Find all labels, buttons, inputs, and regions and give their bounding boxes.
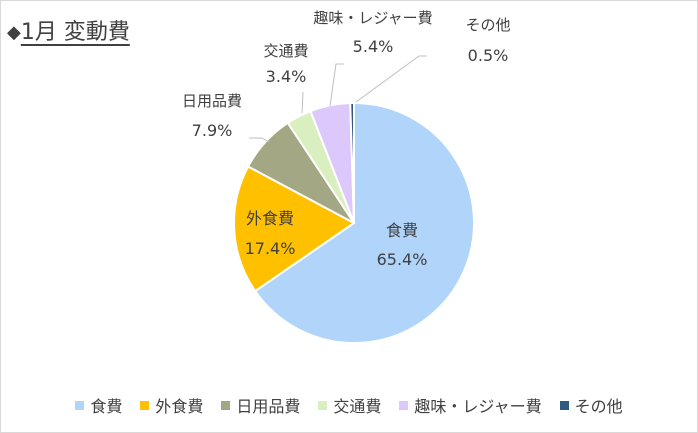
- legend-label-5: 趣味・レジャー費: [414, 397, 542, 416]
- legend-item-5: 趣味・レジャー費: [399, 393, 542, 417]
- title-diamond-marker: ◆: [7, 22, 21, 43]
- legend-swatch-6: [559, 400, 569, 410]
- legend-item-6: その他: [559, 393, 623, 417]
- pie-slice-1: [253, 101, 476, 344]
- legend-label-2: 外食費: [155, 397, 204, 416]
- legend-item-4: 交通費: [318, 393, 381, 417]
- leader-line-4: [301, 91, 304, 114]
- leader-line-3: [249, 137, 270, 143]
- data-label-name-6: その他: [465, 16, 510, 34]
- legend-item-3: 日用品費: [221, 393, 300, 417]
- leader-line-5: [329, 63, 344, 107]
- legend-swatch-2: [140, 400, 150, 410]
- data-label-name-2: 外食費: [246, 209, 294, 228]
- data-label-value-4: 3.4%: [266, 67, 307, 86]
- data-label-name-4: 交通費: [263, 42, 308, 60]
- legend-label-3: 日用品費: [236, 397, 301, 416]
- data-label-value-1: 65.4%: [377, 250, 428, 269]
- chart-title: ◆1月 変動費: [7, 14, 130, 46]
- legend-item-2: 外食費: [140, 393, 203, 417]
- data-label-value-3: 7.9%: [192, 121, 233, 140]
- title-text: 1月 変動費: [20, 20, 130, 45]
- legend-label-6: その他: [574, 397, 623, 416]
- data-label-name-3: 日用品費: [182, 92, 242, 110]
- data-labels: 食費 65.4% 外食費 17.4% 日用品費 7.9% 交通費 3.4% 趣味・レジャー費 5.…: [182, 9, 511, 269]
- data-label-value-2: 17.4%: [245, 239, 296, 258]
- legend-swatch-5: [399, 400, 409, 410]
- legend-item-1: 食費: [75, 393, 122, 417]
- pie-slice-2: [233, 165, 356, 293]
- legend-swatch-1: [75, 400, 85, 410]
- legend-swatch-3: [221, 400, 231, 410]
- legend-label-4: 交通費: [333, 397, 382, 416]
- legend-swatch-4: [318, 400, 328, 410]
- data-label-value-5: 5.4%: [353, 37, 394, 56]
- leader-lines: [249, 55, 427, 143]
- data-label-name-5: 趣味・レジャー費: [313, 9, 432, 27]
- pie-slice-6: [349, 101, 355, 224]
- data-label-name-1: 食費: [386, 221, 418, 240]
- data-label-value-6: 0.5%: [468, 46, 509, 65]
- leader-line-6: [355, 55, 427, 103]
- legend-label-1: 食費: [90, 397, 123, 416]
- pie-slices: [233, 101, 476, 344]
- chart-legend: 食費 外食費 日用品費 交通費 趣味・レジャー費 その他: [0, 393, 698, 417]
